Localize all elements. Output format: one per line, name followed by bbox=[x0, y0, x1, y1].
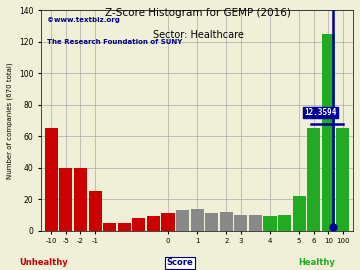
Bar bbox=[234, 215, 247, 231]
Text: 12.3594: 12.3594 bbox=[304, 108, 337, 117]
Bar bbox=[74, 168, 87, 231]
Bar bbox=[118, 223, 131, 231]
Bar bbox=[45, 128, 58, 231]
Bar bbox=[205, 213, 218, 231]
Bar bbox=[161, 213, 175, 231]
Bar bbox=[264, 216, 276, 231]
Bar bbox=[89, 191, 102, 231]
Text: ©www.textbiz.org: ©www.textbiz.org bbox=[48, 17, 120, 23]
Text: The Research Foundation of SUNY: The Research Foundation of SUNY bbox=[48, 39, 183, 45]
Bar bbox=[249, 215, 262, 231]
Bar bbox=[190, 208, 204, 231]
Text: Score: Score bbox=[167, 258, 193, 267]
Bar bbox=[59, 168, 72, 231]
Bar bbox=[307, 128, 320, 231]
Bar bbox=[103, 223, 116, 231]
Bar bbox=[176, 210, 189, 231]
Text: Unhealthy: Unhealthy bbox=[19, 258, 68, 267]
Text: Z-Score Histogram for GEMP (2016): Z-Score Histogram for GEMP (2016) bbox=[105, 8, 291, 18]
Bar bbox=[278, 215, 291, 231]
Bar bbox=[293, 196, 306, 231]
Bar bbox=[220, 212, 233, 231]
Bar bbox=[336, 128, 350, 231]
Bar bbox=[147, 216, 160, 231]
Bar bbox=[132, 218, 145, 231]
Text: Healthy: Healthy bbox=[298, 258, 335, 267]
Y-axis label: Number of companies (670 total): Number of companies (670 total) bbox=[7, 62, 13, 179]
Text: Sector: Healthcare: Sector: Healthcare bbox=[153, 30, 243, 40]
Bar bbox=[322, 34, 335, 231]
